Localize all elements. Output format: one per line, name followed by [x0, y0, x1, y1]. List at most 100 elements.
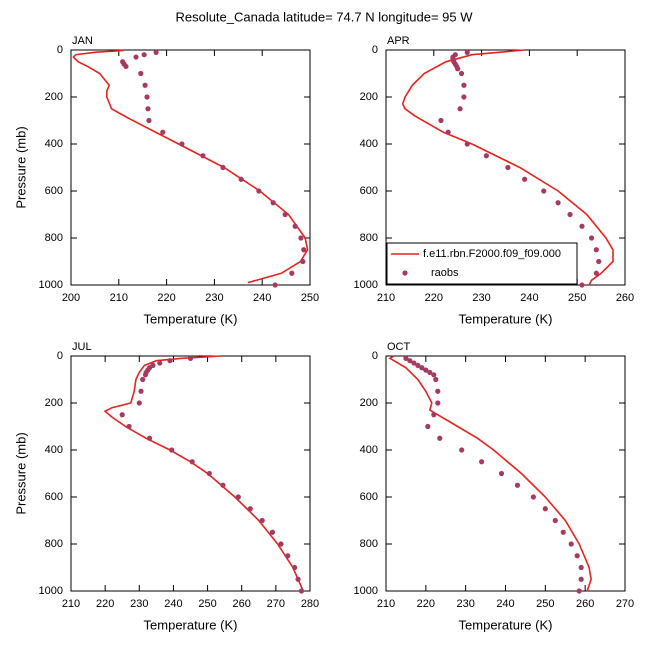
obs-point	[206, 470, 212, 477]
obs-point	[157, 360, 163, 366]
x-tick-label: 200	[62, 292, 80, 304]
legend-box	[386, 242, 578, 285]
obs-point	[238, 176, 244, 182]
y-tick-label: 200	[360, 91, 378, 103]
obs-point	[578, 564, 584, 571]
obs-point	[220, 482, 226, 488]
x-tick-label: 250	[198, 598, 216, 610]
obs-point	[574, 553, 580, 559]
obs-point	[269, 529, 276, 535]
x-tick-label: 220	[417, 598, 435, 610]
obs-point	[423, 367, 429, 373]
panel-title: JUL	[72, 341, 92, 353]
y-tick-label: 0	[57, 350, 63, 362]
obs-point	[541, 188, 547, 194]
y-tick-label: 800	[45, 232, 63, 244]
obs-point	[433, 376, 439, 383]
x-tick-label: 250	[568, 292, 586, 304]
x-tick-label: 270	[267, 598, 285, 610]
obs-point	[457, 106, 463, 112]
obs-point	[189, 459, 195, 465]
y-tick-label: 800	[360, 538, 378, 550]
obs-point	[187, 355, 194, 361]
x-axis-label: Temperature (K)	[144, 311, 238, 326]
y-tick-label: 400	[45, 444, 63, 456]
x-tick-label: 260	[233, 598, 251, 610]
obs-point	[256, 188, 262, 194]
obs-point	[555, 200, 561, 206]
obs-point	[596, 258, 602, 265]
obs-point	[567, 211, 573, 218]
obs-point	[300, 258, 306, 265]
obs-point	[220, 164, 226, 171]
obs-point	[146, 435, 153, 441]
x-tick-label: 250	[536, 598, 554, 610]
y-tick-label: 600	[45, 185, 63, 197]
obs-point	[579, 282, 585, 288]
obs-point	[179, 141, 185, 147]
y-tick-label: 1000	[354, 585, 378, 597]
obs-point	[458, 70, 465, 77]
x-tick-label: 260	[576, 598, 594, 610]
obs-point	[425, 423, 431, 430]
x-tick-label: 240	[496, 598, 514, 610]
obs-point	[578, 576, 584, 582]
obs-point	[552, 517, 558, 524]
x-tick-label: 240	[253, 292, 271, 304]
y-tick-label: 0	[372, 350, 378, 362]
x-tick-label: 220	[96, 598, 114, 610]
legend-label: raobs	[431, 267, 459, 279]
obs-point	[464, 49, 470, 55]
obs-point	[292, 564, 298, 571]
y-tick-label: 800	[45, 538, 63, 550]
y-tick-label: 0	[372, 44, 378, 56]
obs-point	[301, 247, 307, 253]
obs-point	[133, 54, 139, 60]
y-tick-label: 600	[360, 491, 378, 503]
obs-point	[145, 106, 151, 112]
obs-point	[138, 70, 144, 77]
x-tick-label: 230	[130, 598, 148, 610]
obs-point	[289, 270, 295, 276]
obs-point	[259, 517, 265, 524]
x-tick-label: 250	[301, 292, 319, 304]
y-tick-label: 1000	[39, 585, 63, 597]
x-tick-label: 210	[377, 292, 395, 304]
obs-point	[141, 52, 147, 58]
x-tick-label: 210	[62, 598, 80, 610]
obs-point	[247, 506, 253, 512]
obs-point	[136, 400, 142, 406]
y-tick-label: 200	[360, 397, 378, 409]
obs-point	[235, 494, 241, 500]
obs-point	[431, 372, 437, 378]
obs-point	[461, 94, 467, 100]
obs-point	[579, 223, 585, 229]
x-tick-label: 280	[301, 598, 319, 610]
obs-point	[200, 153, 206, 159]
obs-point	[270, 200, 276, 206]
obs-point	[167, 358, 173, 364]
model-line	[388, 355, 592, 592]
obs-point	[505, 164, 511, 171]
obs-point	[295, 576, 301, 582]
plot-frame	[70, 49, 311, 286]
obs-point	[435, 388, 441, 394]
y-tick-label: 600	[45, 491, 63, 503]
figure-title: Resolute_Canada latitude= 74.7 N longitu…	[175, 9, 473, 24]
x-tick-label: 230	[456, 598, 474, 610]
obs-point	[407, 358, 413, 364]
obs-point	[438, 117, 444, 124]
x-tick-label: 260	[616, 292, 634, 304]
obs-point	[445, 129, 451, 135]
obs-point	[483, 153, 489, 159]
obs-point	[560, 529, 566, 535]
y-tick-label: 800	[360, 232, 378, 244]
obs-point	[435, 400, 441, 406]
y-tick-label: 600	[360, 185, 378, 197]
obs-point	[153, 49, 159, 55]
obs-point	[169, 447, 175, 453]
x-axis-label: Temperature (K)	[144, 617, 238, 632]
obs-point	[403, 355, 409, 361]
obs-point	[568, 541, 574, 547]
